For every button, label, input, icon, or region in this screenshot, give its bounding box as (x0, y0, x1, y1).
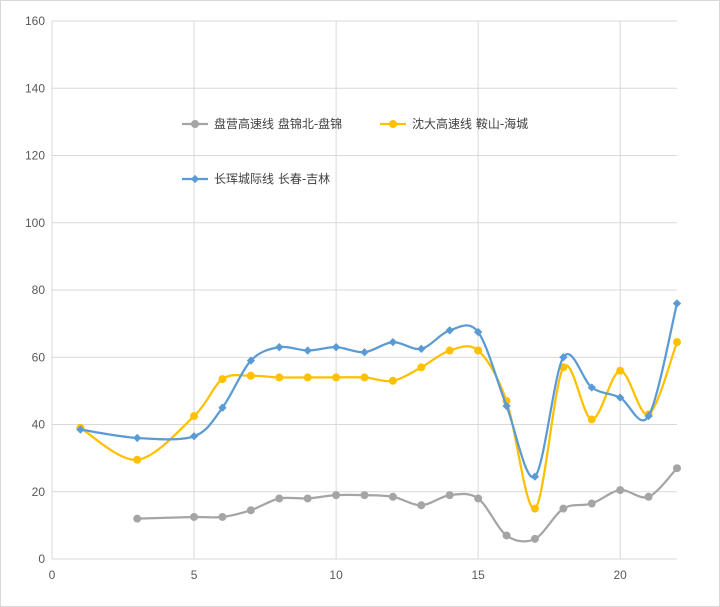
data-point-shenda (474, 346, 483, 355)
grid-lines (52, 20, 677, 559)
data-point-panying (360, 491, 369, 500)
x-tick-label: 10 (329, 568, 343, 582)
series-line-shenda (79, 340, 679, 510)
data-point-changhun (530, 472, 540, 481)
legend-label: 沈大高速线 鞍山-海城 (412, 116, 528, 131)
data-point-changhun (473, 327, 483, 337)
y-tick-label: 20 (32, 485, 46, 499)
y-tick-label: 100 (25, 216, 45, 230)
data-point-shenda (303, 373, 312, 382)
data-point-shenda (275, 373, 284, 382)
data-point-panying (133, 514, 142, 523)
data-point-changhun (559, 353, 568, 362)
legend-swatch-marker (190, 120, 199, 129)
data-point-panying (502, 531, 511, 540)
axes (51, 21, 677, 560)
data-point-shenda (133, 455, 142, 464)
data-point-panying (332, 491, 341, 500)
y-axis-ticks: 0 20 40 60 80 100 120 140 160 (25, 14, 45, 566)
data-point-changhun (331, 342, 341, 352)
y-tick-label: 0 (38, 552, 45, 566)
data-point-panying (474, 494, 483, 503)
data-point-panying (530, 534, 539, 543)
data-point-shenda (673, 338, 682, 347)
data-point-shenda (388, 376, 397, 385)
y-tick-label: 160 (25, 14, 45, 28)
data-point-panying (388, 492, 397, 501)
data-point-changhun (303, 346, 312, 355)
x-tick-label: 5 (191, 568, 198, 582)
data-point-panying (673, 464, 682, 473)
x-tick-label: 0 (49, 568, 56, 582)
legend-label: 长珲城际线 长春-吉林 (214, 172, 330, 186)
data-point-panying (445, 491, 454, 500)
data-point-changhun (76, 425, 85, 434)
data-point-shenda (246, 371, 255, 380)
y-tick-label: 40 (32, 418, 46, 432)
legend-swatch-marker (190, 174, 200, 184)
data-point-changhun (417, 344, 426, 354)
data-point-panying (616, 486, 625, 495)
legend-label: 盘营高速线 盘锦北-盘锦 (214, 116, 342, 131)
x-tick-label: 20 (614, 568, 628, 582)
data-point-changhun (616, 393, 625, 402)
data-point-changhun (133, 433, 142, 443)
data-point-panying (275, 494, 284, 503)
x-axis-ticks: 0 5 10 15 20 (49, 568, 628, 582)
data-point-shenda (587, 415, 596, 424)
y-tick-label: 80 (32, 283, 46, 297)
data-point-shenda (360, 373, 369, 382)
x-tick-label: 15 (471, 568, 485, 582)
data-point-shenda (332, 373, 341, 382)
legend-item-changhun: 长珲城际线 长春-吉林 (182, 172, 330, 186)
data-point-panying (417, 501, 426, 510)
series-panying (133, 464, 682, 543)
data-point-changhun (445, 326, 454, 335)
data-point-panying (587, 499, 596, 508)
data-point-changhun (360, 348, 369, 357)
data-point-shenda (530, 504, 539, 513)
series-layer (76, 299, 682, 543)
y-tick-label: 120 (25, 149, 45, 163)
data-point-changhun (644, 411, 653, 421)
legend-item-shenda: 沈大高速线 鞍山-海城 (380, 116, 528, 131)
data-point-shenda (190, 412, 199, 421)
series-shenda (76, 338, 682, 513)
series-line-panying (136, 467, 679, 543)
legend-item-panying: 盘营高速线 盘锦北-盘锦 (182, 116, 342, 131)
data-point-panying (559, 504, 568, 513)
data-point-changhun (672, 299, 682, 308)
data-point-panying (303, 494, 312, 503)
data-point-panying (644, 492, 653, 501)
legend-swatch-marker (388, 120, 397, 129)
data-point-changhun (275, 342, 284, 352)
data-point-panying (190, 512, 199, 521)
data-point-shenda (218, 375, 227, 384)
data-point-changhun (587, 383, 596, 392)
data-point-panying (218, 512, 227, 521)
data-point-changhun (189, 432, 199, 441)
series-line-changhun (79, 302, 679, 479)
series-changhun (76, 299, 682, 481)
y-tick-label: 60 (32, 350, 46, 364)
data-point-shenda (417, 363, 426, 372)
data-point-shenda (445, 346, 454, 355)
y-tick-label: 140 (25, 81, 45, 95)
data-point-changhun (502, 401, 511, 411)
data-point-changhun (388, 337, 398, 347)
data-point-shenda (616, 366, 625, 375)
data-point-changhun (218, 403, 227, 412)
data-point-panying (246, 506, 255, 515)
data-point-changhun (246, 356, 256, 365)
